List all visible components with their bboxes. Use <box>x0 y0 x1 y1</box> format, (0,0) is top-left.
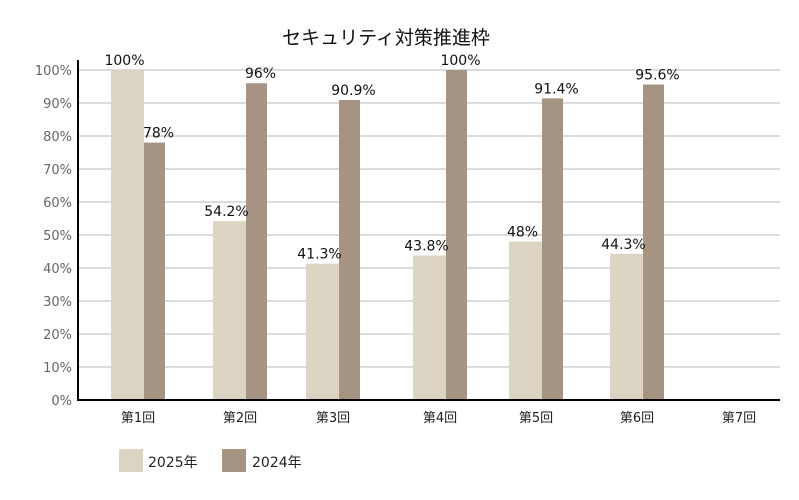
data-label: 54.2% <box>204 204 248 220</box>
gridlines <box>78 69 780 368</box>
legend-swatch-2024 <box>222 449 246 472</box>
y-tick-label: 40% <box>43 262 72 277</box>
bar-2025 <box>213 221 246 400</box>
data-label: 100% <box>440 53 480 69</box>
bar-2025 <box>306 263 339 400</box>
data-labels: 100% 78% 54.2% 96% 41.3% 90.9% 43.8% 100% 48% 91.… <box>104 53 679 263</box>
y-tick-label: 20% <box>43 328 72 343</box>
y-tick-label: 10% <box>43 361 72 376</box>
data-label: 100% <box>104 53 144 69</box>
bar-2024 <box>643 84 664 401</box>
chart-title: セキュリティ対策推進枠 <box>282 27 490 49</box>
x-tick-label: 第7回 <box>722 411 756 426</box>
data-label: 44.3% <box>601 237 645 253</box>
x-axis-ticks: 第1回 第2回 第3回 第4回 第5回 第6回 第7回 <box>121 411 756 426</box>
bar-2024 <box>542 98 563 400</box>
x-tick-label: 第5回 <box>519 411 553 426</box>
bar-2024 <box>144 142 165 400</box>
bar-2025 <box>509 241 542 400</box>
bar-2025 <box>413 255 446 400</box>
y-tick-label: 0% <box>51 394 72 409</box>
x-tick-label: 第4回 <box>423 411 457 426</box>
legend-label-2025: 2025年 <box>148 455 198 471</box>
legend-label-2024: 2024年 <box>252 455 302 471</box>
y-tick-label: 100% <box>35 64 72 79</box>
data-label: 43.8% <box>404 238 448 254</box>
data-label: 48% <box>507 225 538 241</box>
data-label: 95.6% <box>635 68 679 84</box>
y-tick-label: 30% <box>43 295 72 310</box>
data-label: 78% <box>143 126 174 142</box>
data-label: 96% <box>245 66 276 82</box>
data-label: 90.9% <box>331 83 375 99</box>
bar-2025 <box>111 70 144 400</box>
x-tick-label: 第6回 <box>620 411 654 426</box>
data-label: 41.3% <box>297 247 341 263</box>
y-tick-label: 50% <box>43 229 72 244</box>
x-tick-label: 第1回 <box>121 411 155 426</box>
bar-2024 <box>339 100 360 400</box>
bar-2024 <box>446 70 467 400</box>
x-tick-label: 第2回 <box>223 411 257 426</box>
bars <box>111 70 664 401</box>
y-tick-label: 80% <box>43 130 72 145</box>
x-tick-label: 第3回 <box>316 411 350 426</box>
legend-swatch-2025 <box>119 449 143 472</box>
legend: 2025年 2024年 <box>119 449 302 472</box>
y-tick-label: 70% <box>43 163 72 178</box>
bar-2025 <box>610 253 643 400</box>
data-label: 91.4% <box>534 81 578 97</box>
y-tick-label: 60% <box>43 196 72 211</box>
bar-2024 <box>246 83 267 400</box>
y-axis-ticks: 0% 10% 20% 30% 40% 50% 60% 70% 80% 90% 100% <box>35 64 72 409</box>
y-tick-label: 90% <box>43 97 72 112</box>
